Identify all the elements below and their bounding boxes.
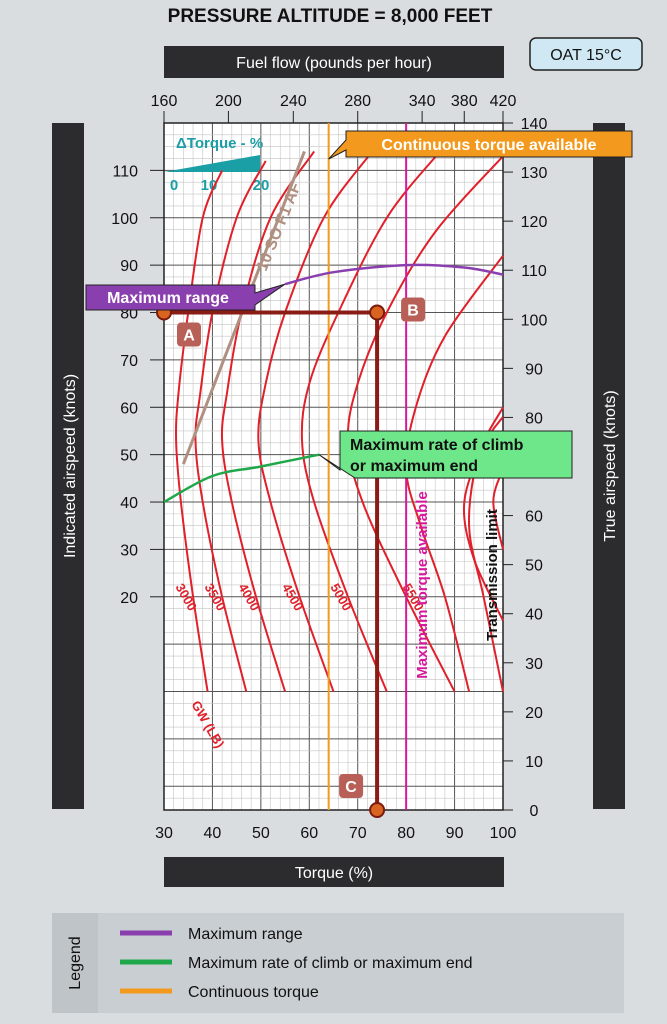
gw-curve xyxy=(175,170,224,692)
chart-title: PRESSURE ALTITUDE = 8,000 FEET xyxy=(168,6,493,27)
fuel-flow-tick-label: 280 xyxy=(344,93,371,110)
delta-torque-wedge xyxy=(164,155,260,172)
torque-tick-label: 100 xyxy=(490,825,517,842)
tas-tick-label: 20 xyxy=(525,705,543,722)
point-label-box xyxy=(401,297,426,322)
torque-tick-label: 80 xyxy=(397,825,415,842)
tas-tick-label: 60 xyxy=(525,509,543,526)
fuel-flow-axis-label: Fuel flow (pounds per hour) xyxy=(236,55,432,72)
callout-continuous-torque-label: Continuous torque available xyxy=(381,137,596,154)
torque-tick-label: 70 xyxy=(349,825,367,842)
tas-axis-label: True airspeed (knots) xyxy=(602,390,619,541)
legend-title-box xyxy=(52,913,98,1013)
tas-tick-label: 90 xyxy=(525,361,543,378)
torque-tick-label: 50 xyxy=(252,825,270,842)
point-label-box xyxy=(177,322,201,347)
tas-tick-label: 140 xyxy=(521,116,548,133)
point-label: A xyxy=(183,328,195,345)
delta-torque-scale: ΔTorque - % 0 10 20 xyxy=(164,135,269,194)
fuel-flow-tick-label: 160 xyxy=(151,93,178,110)
transmission-limit-label: Transmission limit xyxy=(484,509,501,641)
fuel-flow-tick-label: 240 xyxy=(280,93,307,110)
point-label: C xyxy=(345,779,357,796)
legend-title: Legend xyxy=(67,936,84,989)
gw-curve xyxy=(220,150,315,692)
fuel-flow-tick-label: 200 xyxy=(215,93,242,110)
torque-bar xyxy=(164,857,504,887)
ias-tick-label: 90 xyxy=(120,258,138,275)
tas-tick-label: 40 xyxy=(525,607,543,624)
oat-box xyxy=(529,37,643,71)
torque-tick-label: 40 xyxy=(204,825,222,842)
delta-torque-tick-20: 20 xyxy=(253,177,270,194)
ias-tick-label: 70 xyxy=(120,353,138,370)
torque-tick-label: 60 xyxy=(300,825,318,842)
example-path-point xyxy=(369,802,386,818)
tas-tick-label: 0 xyxy=(530,803,539,820)
callout-maximum-climb xyxy=(318,430,573,479)
grid xyxy=(163,122,504,811)
tas-tick-label: 100 xyxy=(521,312,548,329)
tas-tick-label: 30 xyxy=(525,656,543,673)
torque-tick-label: 30 xyxy=(155,825,173,842)
tas-tick-label: 130 xyxy=(521,165,548,182)
fuel-flow-tick-label: 380 xyxy=(451,93,478,110)
ias-tick-label: 60 xyxy=(120,400,138,417)
delta-torque-label: ΔTorque - % xyxy=(176,135,263,152)
torque-axis-label: Torque (%) xyxy=(295,865,373,882)
gw-curve xyxy=(194,160,267,692)
ias-tick-label: 30 xyxy=(120,542,138,559)
max-torque-label: Maximum torque available xyxy=(414,491,431,679)
tas-tick-label: 50 xyxy=(525,558,543,575)
maximum-range-curve xyxy=(284,263,504,286)
oat-label: OAT 15°C xyxy=(550,47,622,64)
point-label-box xyxy=(339,774,364,798)
callout-continuous-torque xyxy=(328,130,633,160)
fuel-flow-tick-label: 340 xyxy=(409,93,436,110)
callout-maximum-climb-line1: Maximum rate of climb xyxy=(350,437,524,454)
fuel-flow-tick-label: 420 xyxy=(490,93,517,110)
legend-label-max-range: Maximum range xyxy=(188,926,303,943)
gw-curve xyxy=(257,150,374,692)
tas-tick-label: 120 xyxy=(521,214,548,231)
callout-maximum-range xyxy=(85,283,286,311)
callout-maximum-climb-line2: or maximum end xyxy=(350,458,478,475)
ias-tick-label: 50 xyxy=(120,448,138,465)
example-path-point xyxy=(369,304,386,321)
tas-tick-label: 110 xyxy=(521,263,547,280)
ias-tick-label: 110 xyxy=(112,163,138,180)
ias-tick-label: 100 xyxy=(111,211,138,228)
legend-label-continuous-torque: Continuous torque xyxy=(188,984,319,1001)
torque-tick-label: 90 xyxy=(446,825,464,842)
point-label: B xyxy=(407,303,419,320)
ias-tick-label: 40 xyxy=(120,495,138,512)
fuel-flow-bar xyxy=(164,46,504,78)
callout-maximum-range-label: Maximum range xyxy=(107,290,229,307)
tas-tick-label: 80 xyxy=(525,410,543,427)
ias-bar xyxy=(52,123,84,809)
gw-curve xyxy=(300,150,441,692)
ias-tick-label: 20 xyxy=(120,590,138,607)
tas-tick-label: 10 xyxy=(525,754,543,771)
ias-axis-label: Indicated airspeed (knots) xyxy=(62,374,79,558)
tas-bar xyxy=(593,123,625,809)
delta-torque-tick-0: 0 xyxy=(170,177,178,194)
legend-label-max-climb: Maximum rate of climb or maximum end xyxy=(188,955,473,972)
maximum-climb-curve xyxy=(163,453,320,504)
